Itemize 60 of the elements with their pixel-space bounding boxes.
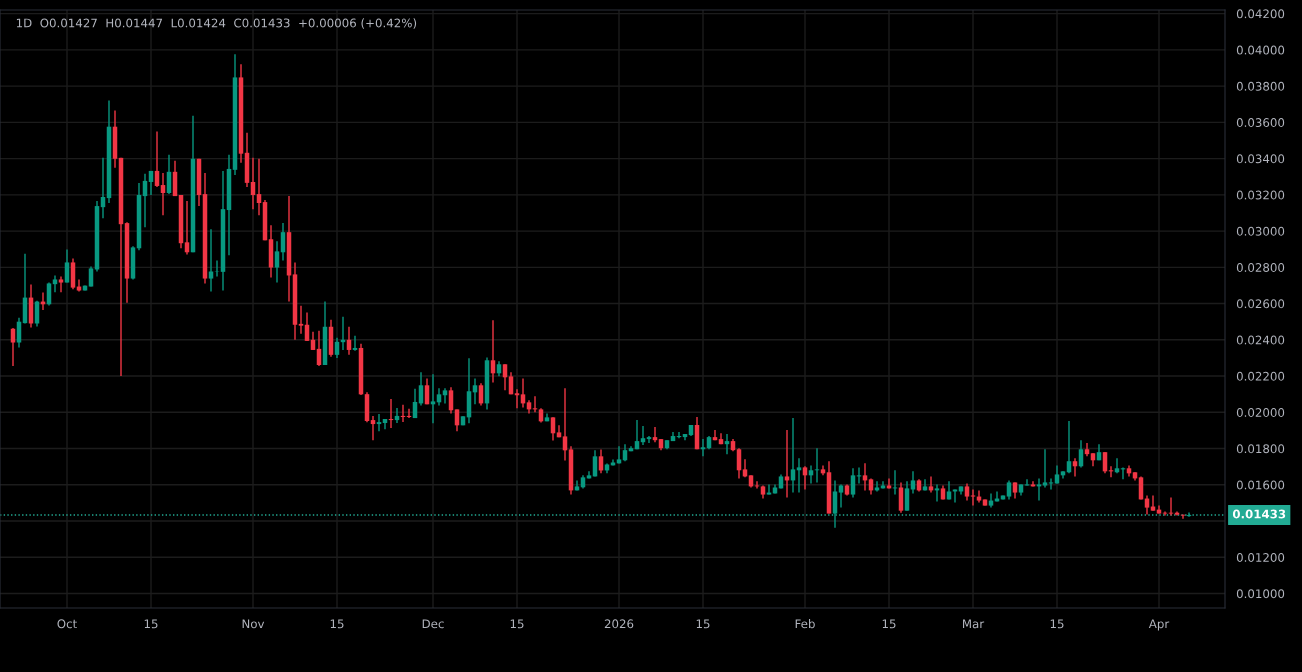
y-tick-label: 0.01000 [1236, 589, 1285, 599]
candlestick [904, 480, 910, 512]
x-tick-label: 15 [144, 619, 158, 629]
text: 1D O0.01427 H0.01447 L0.01424 C0.01433 +0.00006 (+0.42%) [16, 18, 417, 29]
candlestick [1006, 479, 1012, 501]
candlestick [430, 373, 436, 425]
candlestick [214, 259, 220, 278]
y-tick-label: 0.03200 [1236, 190, 1285, 200]
y-tick-label: 0.03600 [1236, 118, 1285, 127]
y-tick-label: 0.04000 [1236, 45, 1285, 55]
x-tick-label: Oct [57, 619, 77, 629]
candlestick [88, 265, 94, 288]
y-tick-label: 0.02600 [1236, 299, 1285, 309]
y-tick-label: 0.03000 [1236, 226, 1285, 236]
candlestick [892, 469, 898, 496]
x-tick-label: Feb [795, 619, 815, 629]
candlestick [1168, 496, 1174, 517]
candlestick [298, 305, 304, 335]
candlestick [256, 158, 262, 216]
candlestick [814, 447, 820, 484]
candlestick [52, 274, 58, 294]
x-tick-label: 2026 [604, 619, 634, 629]
candlestick [1162, 510, 1168, 517]
x-tick-label: Apr [1148, 619, 1170, 631]
y-tick-label: 0.02800 [1236, 263, 1285, 272]
x-tick-label: 15 [696, 619, 710, 629]
x-tick-label: 15 [510, 619, 524, 629]
x-tick-label: 15 [1050, 619, 1064, 629]
candlestick [1180, 513, 1186, 520]
candlestick [874, 480, 880, 493]
candlestick [1024, 478, 1030, 487]
y-tick-label: 0.01800 [1236, 444, 1285, 454]
x-tick-label: Nov [242, 619, 265, 629]
candlestick [64, 248, 70, 284]
candlestick [442, 387, 448, 405]
candlestick [274, 240, 280, 284]
x-tick-label: Mar [963, 619, 985, 629]
x-tick-label: Dec [422, 619, 444, 629]
candlestick [1054, 464, 1060, 485]
candlestick [1042, 448, 1048, 489]
candlestick [850, 467, 856, 499]
x-tick-label: 15 [330, 619, 344, 629]
y-tick-label: 0.01600 [1236, 480, 1285, 490]
candlestick [208, 228, 214, 293]
candlestick [58, 275, 64, 294]
y-tick-label: 0.02200 [1236, 371, 1285, 381]
x-tick-label: 15 [882, 619, 896, 629]
y-tick-label: 0.02000 [1236, 408, 1285, 417]
y-tick-label: 0.04200 [1236, 9, 1285, 19]
candlestick [10, 327, 16, 367]
candlestick [1048, 477, 1054, 491]
y-tick-label: 0.01200 [1236, 552, 1285, 562]
y-tick-label: 0.03800 [1236, 81, 1285, 91]
y-tick-label: 0.03400 [1236, 154, 1285, 164]
candlestick [832, 479, 838, 529]
candlestick [970, 488, 976, 507]
candlestick [898, 481, 904, 514]
ref-line-label: 0.01433 [1232, 509, 1286, 519]
candlestick [796, 457, 802, 494]
y-tick-label: 0.02400 [1236, 335, 1285, 345]
